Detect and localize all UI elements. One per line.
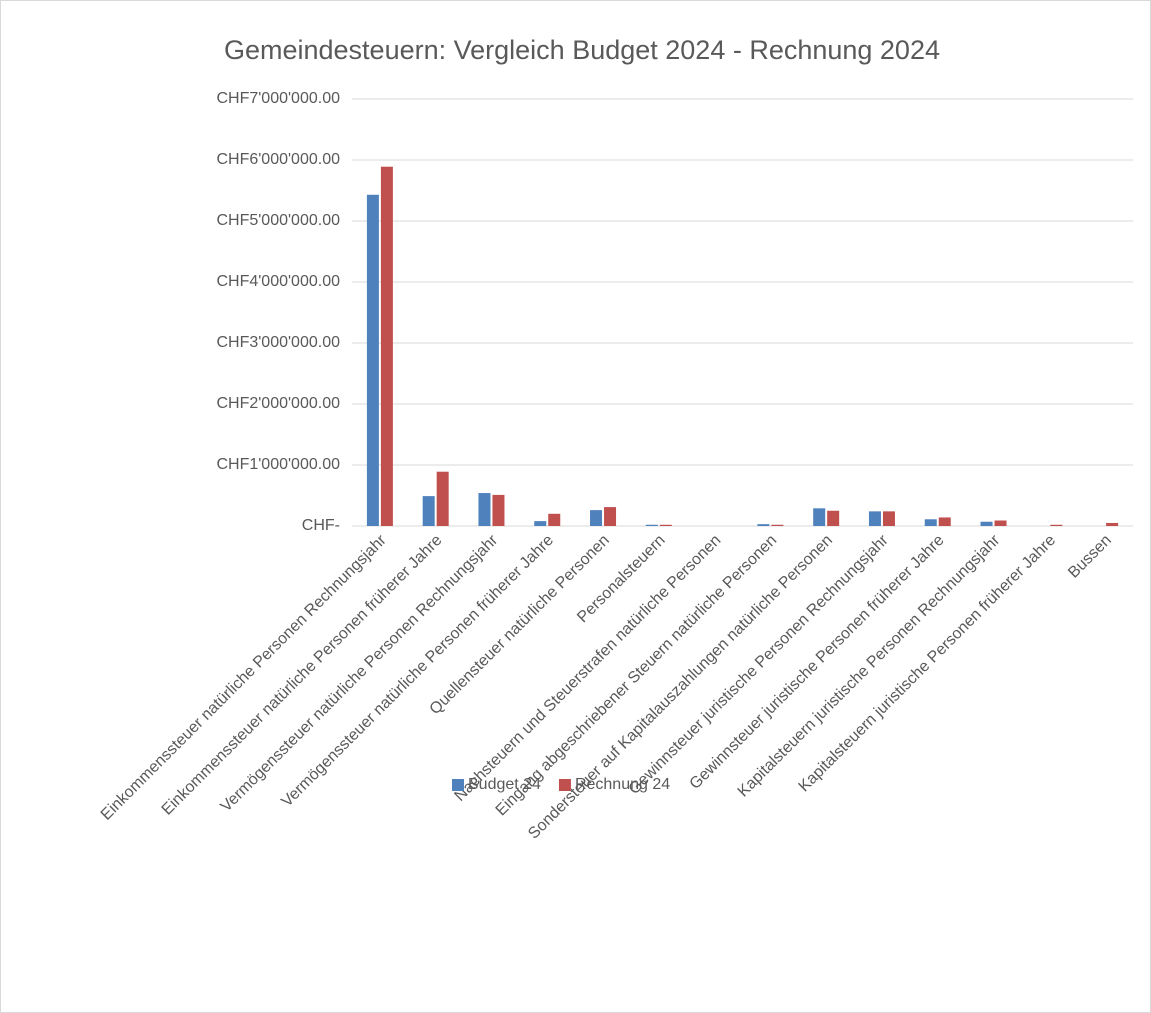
bar (827, 510, 840, 526)
bar (813, 508, 826, 526)
y-tick-label: CHF3'000'000.00 (216, 334, 340, 351)
bar (924, 519, 937, 526)
legend-swatch (558, 779, 571, 791)
bar (492, 494, 505, 526)
bar (1106, 522, 1119, 526)
legend-label: Budget 24 (468, 776, 541, 793)
y-tick-label: CHF- (302, 517, 340, 534)
bar (882, 511, 895, 526)
bar (994, 520, 1007, 526)
y-tick-label: CHF4'000'000.00 (216, 273, 340, 290)
bar (590, 510, 603, 526)
bar (659, 524, 672, 526)
y-tick-label: CHF5'000'000.00 (216, 212, 340, 229)
bar (380, 166, 393, 526)
legend-swatch (452, 779, 464, 791)
y-tick-label: CHF6'000'000.00 (216, 151, 340, 168)
bar (868, 511, 881, 526)
bar (757, 524, 770, 526)
y-tick-label: CHF1'000'000.00 (216, 456, 340, 473)
chart-title: Gemeindesteuern: Vergleich Budget 2024 -… (224, 35, 940, 65)
bar (366, 194, 379, 526)
bar (980, 521, 993, 526)
bar (604, 507, 617, 526)
y-tick-label: CHF7'000'000.00 (216, 90, 340, 107)
bar (1050, 524, 1063, 526)
bar (478, 493, 491, 526)
bar (436, 471, 449, 526)
legend-label: Rechnung 24 (575, 776, 670, 793)
bar (548, 513, 561, 526)
y-tick-label: CHF2'000'000.00 (216, 395, 340, 412)
bar (422, 496, 435, 526)
bar (645, 524, 658, 526)
bar (534, 521, 547, 526)
bar (938, 517, 951, 526)
bar (771, 524, 784, 526)
